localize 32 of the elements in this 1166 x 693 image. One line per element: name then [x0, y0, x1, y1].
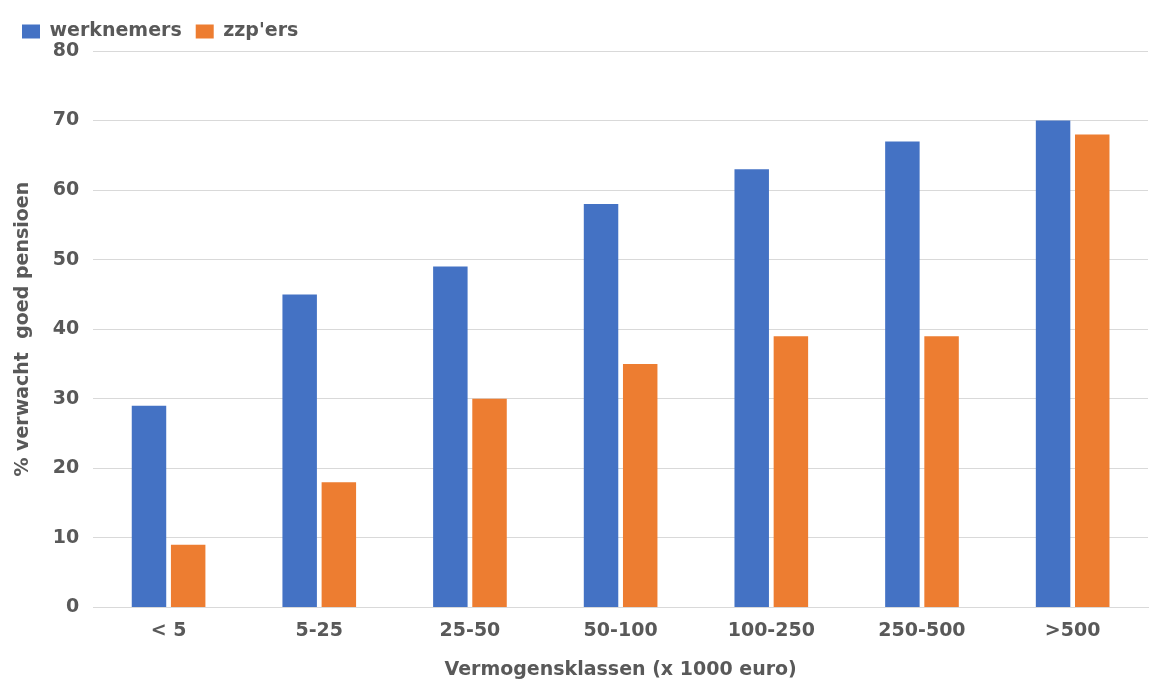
- bar: [282, 294, 317, 607]
- bar: [734, 169, 769, 607]
- bar: [773, 336, 809, 607]
- bar: [1035, 120, 1071, 607]
- bar: [1075, 134, 1110, 607]
- bar: [472, 398, 507, 607]
- x-tick-label: 50-100: [583, 617, 658, 640]
- x-tick-label: 25-50: [439, 617, 501, 640]
- y-tick-label: 50: [52, 246, 80, 269]
- y-tick-label: 20: [52, 455, 80, 478]
- x-axis-title: Vermogensklassen (x 1000 euro): [444, 656, 797, 679]
- bar: [583, 204, 619, 607]
- y-tick-label: 60: [52, 177, 80, 200]
- y-tick-label: 10: [52, 524, 80, 547]
- bar: [321, 482, 357, 607]
- y-tick-label: 40: [52, 316, 80, 339]
- bar: [433, 266, 468, 607]
- x-tick-label: 100-250: [727, 617, 815, 640]
- y-tick-label: 70: [52, 107, 80, 130]
- legend-label: zzp'ers: [223, 18, 299, 41]
- y-tick-label: 30: [52, 385, 80, 408]
- bar: [622, 363, 658, 607]
- x-tick-label: 5-25: [295, 617, 344, 640]
- y-axis-title: % verwacht goed pensioen: [10, 181, 33, 477]
- x-tick-label: >500: [1044, 617, 1101, 640]
- y-tick-label: 0: [66, 594, 80, 617]
- bar: [885, 141, 920, 607]
- bar: [131, 405, 167, 607]
- x-tick-label: 250-500: [878, 617, 966, 640]
- bar: [924, 336, 959, 607]
- x-tick-label: < 5: [150, 617, 187, 640]
- bar: [170, 544, 206, 607]
